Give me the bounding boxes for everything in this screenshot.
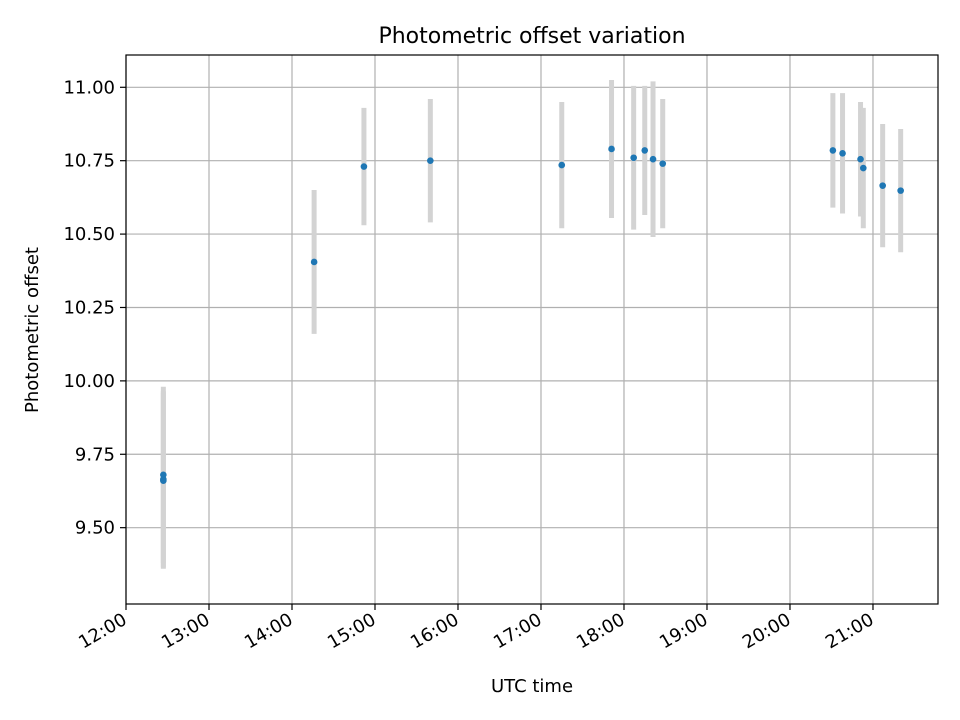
grid xyxy=(125,55,938,604)
data-point xyxy=(860,164,867,172)
data-point xyxy=(839,150,846,157)
data-point xyxy=(897,187,904,194)
plot-frame xyxy=(125,54,939,605)
data-points xyxy=(160,145,904,484)
y-axis-ticks: 9.50 9.75 10.00 10.25 10.50 10.75 11.00 xyxy=(63,77,126,539)
chart-title: Photometric offset variation xyxy=(378,24,685,49)
data-point xyxy=(659,160,667,167)
y-tick-label: 10.75 xyxy=(63,151,115,172)
y-axis-label: Photometric offset xyxy=(22,247,43,413)
data-point xyxy=(558,161,566,169)
data-point xyxy=(360,163,368,170)
data-point xyxy=(160,477,167,484)
y-tick-label: 9.50 xyxy=(75,518,115,539)
data-point xyxy=(630,154,637,162)
y-tick-label: 10.25 xyxy=(63,297,115,318)
data-point xyxy=(879,182,886,189)
y-tick-label: 10.00 xyxy=(63,371,115,392)
data-point xyxy=(641,147,649,154)
y-tick-label: 10.50 xyxy=(63,224,115,245)
y-tick-label: 11.00 xyxy=(63,77,115,98)
data-point xyxy=(608,145,615,153)
x-axis-label: UTC time xyxy=(491,676,573,697)
data-point xyxy=(310,258,318,266)
data-point xyxy=(427,157,434,164)
data-point xyxy=(649,155,657,163)
data-point xyxy=(857,155,864,163)
data-point xyxy=(829,147,837,154)
y-tick-label: 9.75 xyxy=(75,444,115,465)
